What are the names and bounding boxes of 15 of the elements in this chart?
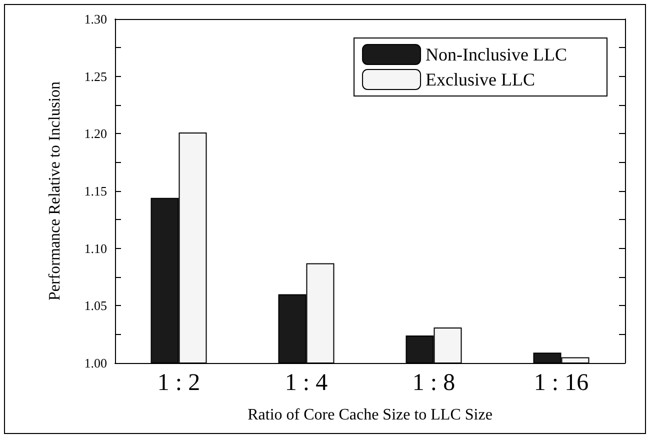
y-axis-title: Performance Relative to Inclusion [46,81,64,301]
x-tick-label: 1 : 4 [284,370,328,396]
legend-label: Non-Inclusive LLC [426,44,567,64]
y-tick-label: 1.05 [84,298,107,314]
x-tick-label: 1 : 2 [157,370,200,396]
x-tick-label: 1 : 16 [534,370,589,396]
y-tick-label: 1.20 [84,126,107,142]
y-tick-label: 1.25 [84,68,107,84]
y-tick-label: 1.30 [84,12,107,26]
y-tick-label: 1.00 [84,356,107,370]
y-tick-label: 1.10 [84,240,107,256]
x-tick-label: 1 : 8 [412,370,456,396]
x-axis-title: Ratio of Core Cache Size to LLC Size [248,406,492,424]
y-tick-label: 1.15 [84,184,107,198]
legend-label: Exclusive LLC [426,70,536,90]
